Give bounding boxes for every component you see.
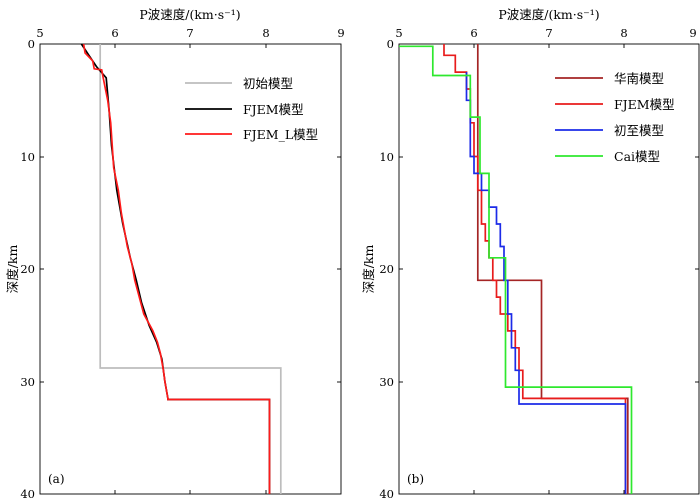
panel-a-series-0 xyxy=(99,44,282,494)
panel-a: P波速度/(km·s⁻¹) 深度/km 5 6 7 8 9 0 10 20 30… xyxy=(5,7,345,501)
panel-b-x-tick-8: 8 xyxy=(620,26,627,40)
legend-a-label-fjem: FJEM模型 xyxy=(243,102,304,117)
panel-b-series-3 xyxy=(399,45,633,494)
panel-a-x-tick-9: 9 xyxy=(337,26,344,40)
panel-b-x-title: P波速度/(km·s⁻¹) xyxy=(498,7,599,22)
panel-b-x-tick-7: 7 xyxy=(545,26,552,40)
panel-a-label: (a) xyxy=(48,472,65,486)
panel-b-label: (b) xyxy=(407,472,424,486)
panel-a-y-title: 深度/km xyxy=(5,245,20,294)
panel-b-series-1 xyxy=(443,44,627,494)
panel-b-y-tick-40: 40 xyxy=(379,487,394,501)
panel-b-x-tick-6: 6 xyxy=(470,26,477,40)
legend-b-label-chuzhi: 初至模型 xyxy=(614,123,664,138)
panel-b: P波速度/(km·s⁻¹) 深度/km 5 6 7 8 9 0 10 20 30… xyxy=(361,7,700,501)
panel-a-ticks xyxy=(40,44,341,494)
panel-b-y-tick-10: 10 xyxy=(379,150,394,164)
panel-b-x-tick-5: 5 xyxy=(395,26,402,40)
panel-a-x-tick-8: 8 xyxy=(262,26,269,40)
panel-a-y-tick-0: 0 xyxy=(28,37,35,51)
panel-b-ticks xyxy=(399,44,699,494)
legend-b-label-huanan: 华南模型 xyxy=(614,71,664,86)
legend-b-label-cai: Cai模型 xyxy=(614,149,660,164)
panel-b-series-0 xyxy=(476,44,629,494)
panel-b-x-tick-9: 9 xyxy=(689,26,696,40)
panel-b-y-tick-30: 30 xyxy=(379,375,394,389)
panel-a-series-2 xyxy=(82,43,271,494)
legend-a-label-initial: 初始模型 xyxy=(243,76,293,91)
panel-a-x-tick-7: 7 xyxy=(186,26,193,40)
panel-a-y-tick-20: 20 xyxy=(20,262,35,276)
panel-a-y-tick-40: 40 xyxy=(20,487,35,501)
panel-a-legend: 初始模型 FJEM模型 FJEM_L模型 xyxy=(185,76,318,142)
panel-a-x-title: P波速度/(km·s⁻¹) xyxy=(139,7,240,22)
panel-b-y-title: 深度/km xyxy=(361,245,376,294)
panel-a-x-tick-5: 5 xyxy=(36,26,43,40)
legend-a-label-fjem-l: FJEM_L模型 xyxy=(243,127,318,142)
panel-a-y-tick-10: 10 xyxy=(20,150,35,164)
legend-b-label-fjem: FJEM模型 xyxy=(614,97,675,112)
panel-a-y-tick-30: 30 xyxy=(20,375,35,389)
panel-b-y-tick-0: 0 xyxy=(387,37,394,51)
panel-b-y-tick-20: 20 xyxy=(379,262,394,276)
panel-a-series-group xyxy=(80,43,282,494)
panel-a-x-tick-6: 6 xyxy=(111,26,118,40)
panel-b-series-group xyxy=(399,44,633,494)
panel-b-legend: 华南模型 FJEM模型 初至模型 Cai模型 xyxy=(555,71,675,164)
panel-b-series-2 xyxy=(465,72,627,494)
